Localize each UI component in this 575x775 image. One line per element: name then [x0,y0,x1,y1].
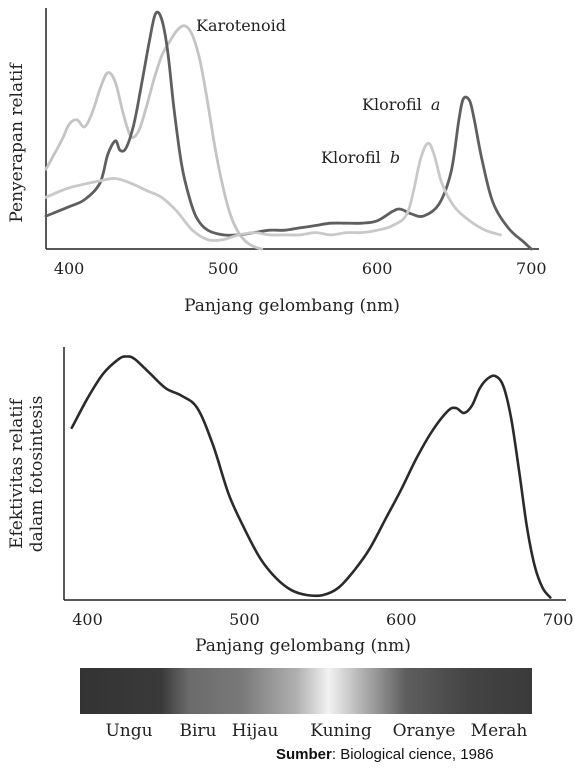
spectrum-label-oranye: Oranye [393,721,456,741]
chart1-y-label: Penyerapan relatif [7,62,27,223]
spectrum-label-merah: Merah [471,721,528,741]
action-spectrum-chart: 400 500 600 700 Panjang gelombang (nm) Efek… [7,347,573,656]
source-text: : Biological cience, 1986 [331,746,494,763]
chart1-x-tick-label: 600 [362,259,393,278]
chart2-x-tick-label: 600 [386,610,417,629]
chart1-x-tick-label: 500 [208,259,239,278]
absorption-chart: 400 500 600 700 Panjang gelombang (nm) Peny… [7,8,547,316]
spectrum-label-kuning: Kuning [310,721,372,741]
chart2-x-tick-label: 400 [72,610,103,629]
source-citation: Sumber: Biological cience, 1986 [276,746,494,763]
chart1-x-tick-label: 400 [54,259,85,278]
spectrum-gradient [80,668,532,714]
spectrum-label-ungu: Ungu [105,721,152,741]
chart1-x-tick-label: 700 [516,259,547,278]
klorofil-a-label: Klorofil a [362,95,440,114]
source-prefix: Sumber [276,746,332,763]
chart1-series-klorofil-a [44,10,533,251]
spectrum-label-hijau: Hijau [232,721,279,741]
chart1-series-klorofil-b [44,141,502,242]
klorofil-a-name: Klorofil [362,95,422,114]
spectrum-label-biru: Biru [179,721,216,741]
chart2-x-label: Panjang gelombang (nm) [195,636,411,656]
chart2-series-action-spectrum [70,355,552,599]
klorofil-b-label: Klorofil b [321,148,400,167]
chart2-x-tick-label: 500 [229,610,260,629]
chart2-x-tick-label: 700 [543,610,574,629]
chart2-y-label-line2: dalam fotosintesis [27,396,47,553]
chart2-y-label-line1: Efektivitas relatif [7,397,27,548]
karotenoid-label: Karotenoid [196,16,286,35]
chart1-series-karotenoid [44,24,264,251]
klorofil-b-letter: b [390,148,400,167]
klorofil-a-letter: a [431,95,441,114]
klorofil-b-name: Klorofil [321,148,381,167]
chart1-x-label: Panjang gelombang (nm) [184,296,400,316]
visible-spectrum-bar: Ungu Biru Hijau Kuning Oranye Merah [80,668,532,741]
